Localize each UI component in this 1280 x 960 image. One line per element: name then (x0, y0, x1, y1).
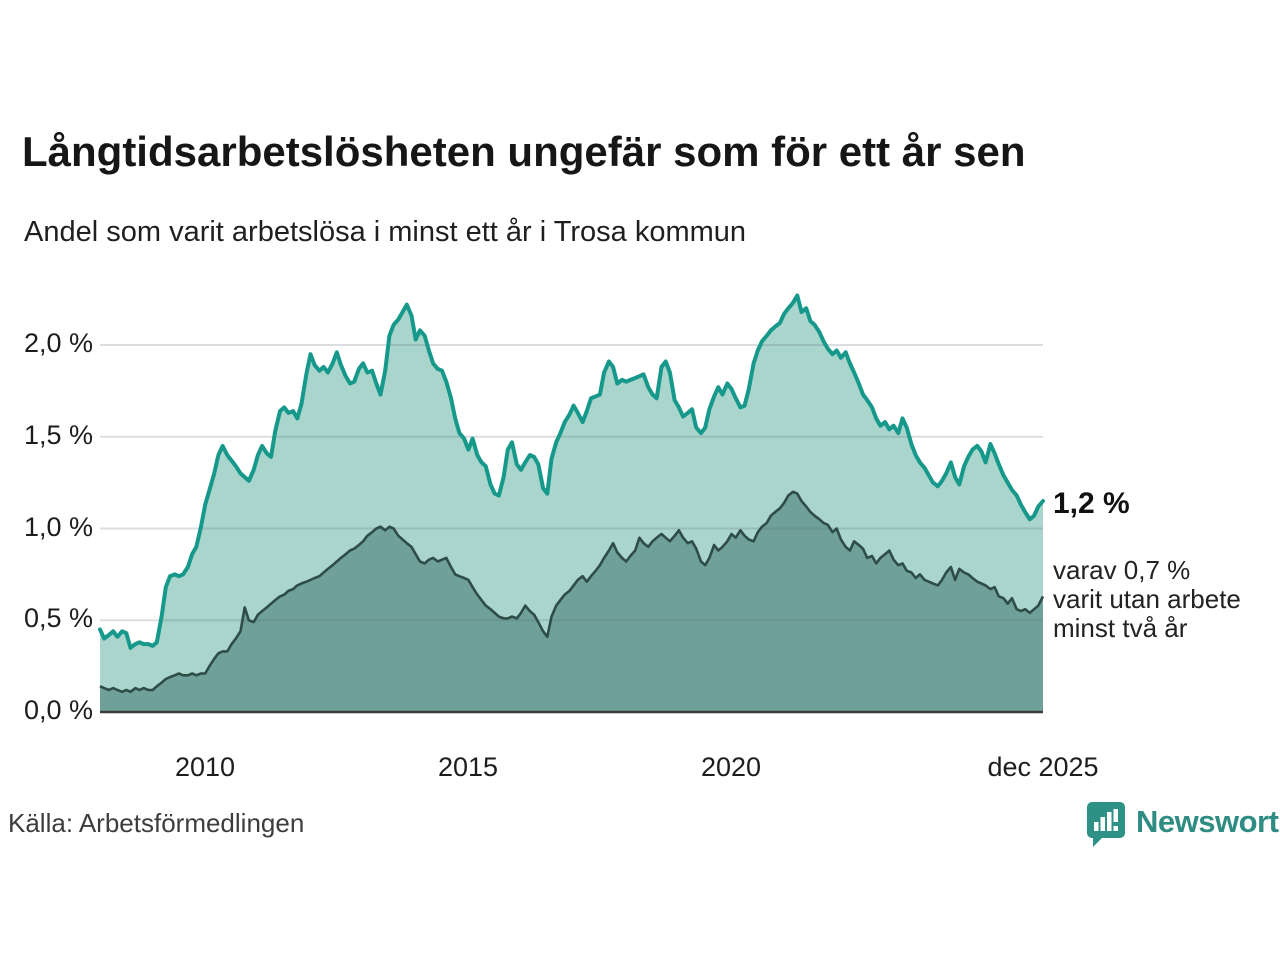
y-axis-tick-label: 2,0 % (23, 328, 93, 358)
y-axis-tick-label: 0,0 % (23, 695, 93, 725)
x-axis-tick-label: 2015 (437, 752, 499, 782)
series2-annotation-line: varit utan arbete (1053, 584, 1241, 614)
y-axis-tick-label: 0,5 % (23, 603, 93, 634)
chart-subtitle: Andel som varit arbetslösa i minst ett å… (24, 216, 747, 248)
page-title: Långtidsarbetslösheten ungefär som för e… (22, 128, 1026, 175)
series1-end-value-label: 1,2 % (1053, 487, 1130, 520)
series2-annotation-line: minst två år (1053, 613, 1188, 643)
source-note: Källa: Arbetsförmedlingen (8, 808, 305, 838)
x-axis-tick-label: 2010 (174, 752, 236, 782)
newsworthy-logo: Newsworthy (1086, 801, 1280, 851)
y-axis-tick-label: 1,5 % (23, 419, 93, 450)
x-axis-tick-label: dec 2025 (987, 752, 1099, 782)
series2-annotation-line: varav 0,7 % (1053, 555, 1191, 585)
series2-annotation: varav 0,7 % varit utan arbete minst två … (1053, 556, 1241, 643)
y-axis-tick-label: 1,0 % (23, 511, 93, 542)
newsworthy-logo-text: Newsworthy (1136, 804, 1280, 839)
newsworthy-bubble-chart-icon (1087, 802, 1125, 847)
x-axis-tick-label: 2020 (700, 752, 762, 782)
